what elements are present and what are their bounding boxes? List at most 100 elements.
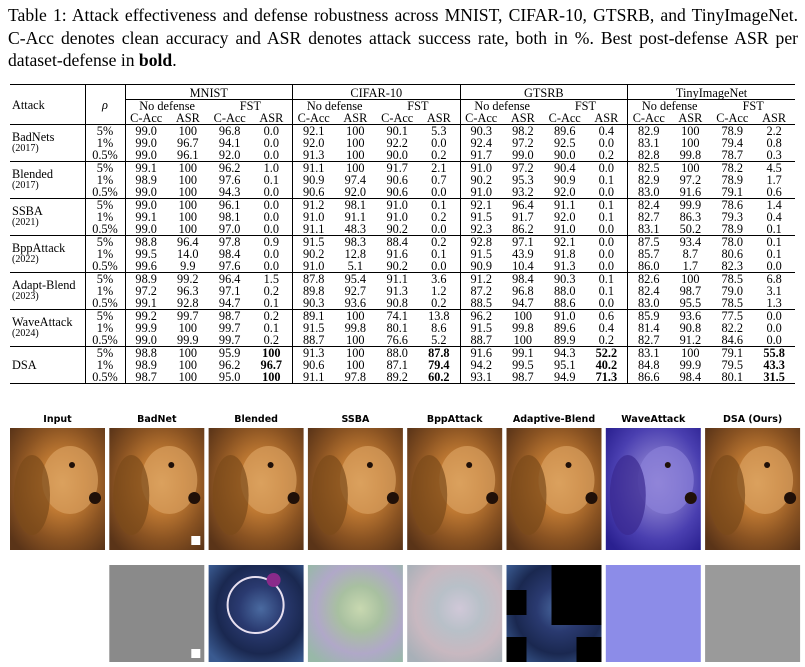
value-cell: 0.8 (766, 137, 782, 149)
value-cell: 0.0 (263, 124, 279, 137)
value-cell: 90.8 (386, 297, 408, 310)
value-cell: 12.8 (344, 248, 367, 260)
value-cell: 99.6 (124, 260, 167, 273)
data-row: Adapt-Blend (2023) 5% 98.9 99.2 96.4 1.5 87.8 95… (10, 272, 796, 302)
value-cell: 96.8 (512, 285, 534, 297)
value-cell: 74.1 (386, 309, 408, 322)
value-cell: 0.0 (766, 260, 782, 273)
image-label: Adaptive-Blend (513, 414, 595, 425)
value-cell: 100 (681, 346, 700, 359)
value-cell: 98.7 (512, 371, 534, 384)
value-cell: 78.2 (721, 161, 743, 174)
value-cell: 14.0 (177, 248, 199, 260)
value-cell: 86.0 (627, 260, 670, 273)
value-cell: 99.1 (512, 346, 534, 359)
value-cell: 91.1 (553, 198, 576, 211)
value-cell: 98.8 (124, 346, 167, 359)
value-cell: 94.2 (459, 359, 502, 371)
value-cell: 5.1 (347, 260, 364, 273)
value-cell: 8.7 (682, 248, 699, 260)
value-cell: 95.5 (679, 297, 702, 310)
value-cell: 80.6 (721, 248, 743, 260)
value-cell: 91.1 (386, 272, 408, 285)
dog-eye (69, 462, 75, 468)
rho-cell: 1% (84, 322, 125, 334)
value-cell: 4.5 (766, 161, 782, 174)
dog-eye (168, 462, 175, 468)
defense-header: No defense (292, 99, 377, 112)
value-cell: 91.5 (292, 322, 335, 334)
value-cell: 90.0 (553, 149, 576, 162)
value-cell: 82.7 (627, 211, 670, 223)
value-cell: 99.9 (679, 198, 702, 211)
value-cell: 0.2 (598, 149, 615, 162)
value-cell: 96.8 (218, 124, 241, 137)
dog-nose (684, 492, 697, 504)
attack-year: (2021) (12, 217, 39, 228)
value-cell: 91.7 (386, 161, 408, 174)
defense-header: FST (742, 99, 764, 112)
data-row: 1% 98.9 100 97.6 0.1 90.9 97.4 90.6 0.7 90.2 95.3 9… (10, 174, 795, 186)
image-label: BadNet (137, 414, 177, 425)
dataset-header: TinyImageNet (627, 84, 796, 100)
metric-header: C-Acc (459, 112, 502, 125)
value-cell: 92.1 (292, 124, 335, 137)
value-cell: 92.8 (177, 297, 199, 310)
dog-ear (212, 455, 249, 535)
data-row: 0.5% 99.0 100 97.0 0.0 91.1 48.3 90.2 0.0 92.3 86.… (10, 223, 795, 236)
value-cell: 50.2 (679, 223, 702, 236)
value-cell: 95.3 (512, 174, 534, 186)
value-cell: 87.8 (428, 346, 450, 359)
value-cell: 81.4 (627, 322, 670, 334)
defense-header: FST (407, 99, 429, 112)
value-cell: 78.7 (721, 149, 743, 162)
value-cell: 76.6 (386, 334, 408, 347)
value-cell: 0.1 (431, 198, 447, 211)
value-cell: 1.2 (431, 285, 447, 297)
value-cell: 0.2 (431, 149, 447, 162)
value-cell: 91.2 (459, 272, 502, 285)
value-cell: 91.1 (292, 223, 335, 236)
value-cell: 99.5 (124, 248, 167, 260)
value-cell: 79.5 (721, 359, 743, 371)
value-cell: 78.6 (721, 198, 743, 211)
value-cell: 98.1 (218, 211, 241, 223)
value-cell: 0.0 (431, 137, 447, 149)
value-cell: 78.0 (721, 235, 743, 248)
value-cell: 91.2 (292, 198, 335, 211)
metric-header: C-Acc (124, 112, 167, 125)
value-cell: 0.0 (263, 223, 279, 236)
rho-cell: 5% (84, 161, 125, 174)
value-cell: 97.2 (512, 137, 534, 149)
value-cell: 85.9 (627, 309, 670, 322)
value-cell: 88.7 (459, 334, 502, 347)
value-cell: 88.5 (459, 297, 502, 310)
data-row: BadNets (2017) 5% 99.0 100 96.8 0.0 92.1 100 90.1… (10, 124, 796, 154)
value-cell: 97.6 (218, 174, 241, 186)
value-cell: 43.3 (763, 359, 785, 371)
metric-header: C-Acc (548, 112, 581, 125)
metric-header: C-Acc (292, 112, 335, 125)
value-cell: 80.1 (721, 371, 743, 384)
trigger-image (208, 565, 304, 662)
value-cell: 99.0 (124, 137, 167, 149)
value-cell: 0.3 (766, 149, 782, 162)
value-cell: 80.1 (386, 322, 408, 334)
dog-face (240, 446, 297, 514)
value-cell: 8.6 (431, 322, 447, 334)
value-cell: 91.0 (292, 260, 335, 273)
value-cell: 100 (346, 309, 365, 322)
value-cell: 90.6 (386, 174, 408, 186)
value-cell: 0.1 (263, 322, 279, 334)
value-cell: 100 (513, 334, 533, 347)
metric-header: ASR (510, 112, 535, 125)
value-cell: 91.6 (459, 346, 502, 359)
value-cell: 100 (681, 161, 700, 174)
value-cell: 88.7 (292, 334, 335, 347)
value-cell: 91.1 (292, 371, 335, 384)
value-cell: 98.9 (124, 359, 167, 371)
value-cell: 91.5 (459, 211, 502, 223)
data-row: BppAttack (2022) 5% 98.8 96.4 97.8 0.9 91.5 98.3… (10, 235, 796, 265)
value-cell: 94.3 (218, 186, 241, 199)
value-cell: 86.6 (627, 371, 670, 384)
